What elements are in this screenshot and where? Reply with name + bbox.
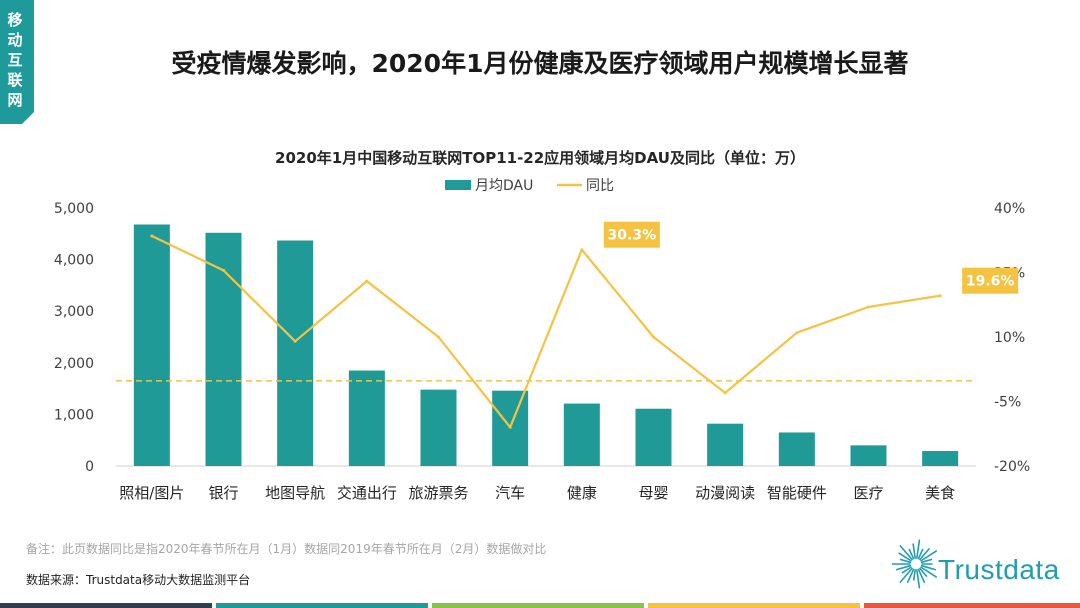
x-tick-label: 健康 xyxy=(567,484,597,502)
bar xyxy=(563,403,600,466)
side-tab-label: 移动互联网 xyxy=(0,10,30,110)
y-right-tick-label: -20% xyxy=(994,459,1030,475)
bar xyxy=(277,240,314,466)
logo-ray xyxy=(899,558,912,564)
bar xyxy=(922,451,959,466)
yoy-point xyxy=(150,234,154,238)
logo-ray xyxy=(919,548,930,561)
yoy-point xyxy=(365,279,369,283)
y-left-tick-label: 1,000 xyxy=(54,407,94,423)
y-left-tick-label: 5,000 xyxy=(54,201,94,217)
yoy-point xyxy=(222,268,225,272)
side-tab: 移动互联网 xyxy=(0,0,34,124)
yoy-point xyxy=(580,248,584,252)
logo-ray xyxy=(899,545,913,561)
yoy-line xyxy=(151,234,941,429)
logo-ray xyxy=(899,567,913,583)
y-left-tick-label: 2,000 xyxy=(54,356,94,372)
logo-ray xyxy=(916,569,921,589)
chart: 2020年1月中国移动互联网TOP11-22应用领域月均DAU及同比（单位：万）… xyxy=(54,149,1030,502)
yoy-point xyxy=(723,391,727,395)
logo-ray xyxy=(916,539,921,559)
yoy-point xyxy=(938,294,942,298)
logo-ray xyxy=(920,566,937,578)
bar xyxy=(635,408,672,466)
logo-ray xyxy=(908,548,915,560)
x-tick-label: 旅游票务 xyxy=(408,484,468,502)
logo-ray xyxy=(898,552,912,562)
x-tick-label: 智能硬件 xyxy=(767,484,827,502)
yoy-point xyxy=(293,339,297,343)
logo-text: Trustdata xyxy=(938,554,1060,585)
y-right-tick-label: 10% xyxy=(994,330,1025,346)
yoy-point xyxy=(508,425,512,429)
bottom-bar-segment xyxy=(864,603,1080,608)
data-source: 数据来源：Trustdata移动大数据监测平台 xyxy=(26,573,251,587)
x-tick-label: 汽车 xyxy=(495,484,525,502)
yoy-point xyxy=(795,331,799,335)
page-title: 受疫情爆发影响，2020年1月份健康及医疗领域用户规模增长显著 xyxy=(171,49,909,78)
logo-ray xyxy=(920,558,933,564)
y-left-tick-label: 0 xyxy=(85,459,94,475)
y-right-tick-label: -5% xyxy=(994,395,1021,411)
side-tab-shape xyxy=(0,0,34,124)
chart-title: 2020年1月中国移动互联网TOP11-22应用领域月均DAU及同比（单位：万） xyxy=(275,149,805,167)
bar xyxy=(778,432,815,466)
yoy-point xyxy=(867,305,870,309)
logo-ray xyxy=(912,569,916,581)
bar xyxy=(850,445,887,466)
side-tab-char: 联 xyxy=(7,71,23,89)
logo-ray xyxy=(906,568,915,583)
y-left-tick-label: 4,000 xyxy=(54,253,94,269)
x-tick-label: 美食 xyxy=(925,484,955,502)
side-tab-char: 动 xyxy=(7,31,23,49)
legend-label-line: 同比 xyxy=(586,178,614,194)
x-tick-label: 动漫阅读 xyxy=(695,484,755,502)
bottom-color-bar xyxy=(0,603,1080,608)
bar xyxy=(348,370,385,466)
callout-box xyxy=(962,267,1019,294)
x-tick-label: 医疗 xyxy=(853,484,883,502)
bottom-bar-segment xyxy=(432,603,644,608)
logo-ray xyxy=(896,564,912,571)
side-tab-char: 移 xyxy=(7,11,23,29)
logo-ray xyxy=(912,543,916,559)
y-left-tick-label: 3,000 xyxy=(54,304,94,320)
bottom-bar-segment xyxy=(0,603,212,608)
legend-swatch-bar xyxy=(445,180,471,190)
bar xyxy=(133,224,170,466)
side-tab-char: 网 xyxy=(7,91,23,109)
logo-burst-icon xyxy=(891,539,937,589)
logo-ray xyxy=(919,567,928,577)
bar xyxy=(205,232,242,466)
callout-label: 30.3% xyxy=(608,228,657,244)
logo-ray xyxy=(901,566,912,574)
bottom-bar-segment xyxy=(216,603,428,608)
bottom-bar-segment xyxy=(648,603,860,608)
bar xyxy=(707,423,744,466)
logo-ray xyxy=(920,550,937,562)
legend-label-bar: 月均DAU xyxy=(475,178,533,194)
x-tick-label: 交通出行 xyxy=(337,484,397,502)
callout-box xyxy=(603,221,660,248)
footnote: 备注：此页数据同比是指2020年春节所在月（1月）数据同2019年春节所在月（2… xyxy=(26,542,547,556)
x-tick-label: 照相/图片 xyxy=(119,484,184,502)
callout-label: 19.6% xyxy=(966,274,1015,290)
x-tick-label: 银行 xyxy=(208,484,238,502)
trustdata-logo: Trustdata xyxy=(891,534,1072,594)
logo-ray xyxy=(920,564,936,571)
logo-ray xyxy=(917,548,924,560)
logo-ray xyxy=(917,568,926,583)
x-tick-label: 地图导航 xyxy=(265,484,325,502)
x-tick-label: 母婴 xyxy=(638,484,668,502)
y-right-tick-label: 40% xyxy=(994,201,1025,217)
yoy-point xyxy=(652,335,655,339)
bar xyxy=(420,389,457,466)
side-tab-char: 互 xyxy=(7,51,23,69)
yoy-point xyxy=(437,335,440,339)
